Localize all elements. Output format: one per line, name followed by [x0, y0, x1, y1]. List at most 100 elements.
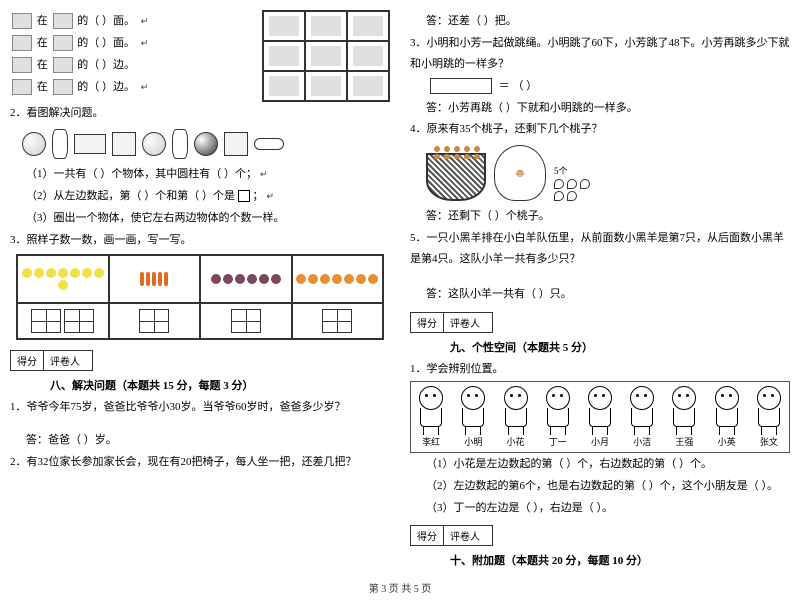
sphere-icon — [22, 132, 46, 156]
left-column: 在 的（ ）面。 ↵ 在 的（ ）面。 ↵ 在 — [10, 10, 390, 572]
equals-sign: ＝ — [499, 80, 510, 92]
monkey-icon: 🐵 — [494, 145, 546, 201]
grid-animal-icon — [269, 46, 299, 66]
kid-item: 小明 — [461, 386, 485, 448]
kid-item: 小月 — [588, 386, 612, 448]
text-face: ）面。 — [102, 37, 135, 49]
page-footer: 第 3 页 共 5 页 — [10, 580, 790, 595]
cylinder-icon — [52, 129, 68, 159]
position-block: 在 的（ ）面。 ↵ 在 的（ ）面。 ↵ 在 — [10, 10, 390, 102]
pos-row-3: 在 的（ ）边。 — [10, 55, 254, 76]
animal-grid — [262, 10, 390, 102]
kid-item: 丁一 — [546, 386, 570, 448]
radish-cell — [200, 255, 292, 303]
section-8-title: 八、解决问题（本题共 15 分，每题 3 分） — [10, 377, 390, 393]
animal-icon — [12, 57, 32, 73]
marker-label: 评卷人 — [444, 313, 492, 332]
q5-stem: 5．一只小黑羊排在小白羊队伍里，从前面数小黑羊是第7只，从后面数小黑羊是第4只。… — [410, 228, 790, 270]
cube-small-icon — [238, 190, 250, 202]
pos-row-4: 在 的（ ）边。 ↵ — [10, 77, 254, 98]
blank-input[interactable] — [430, 78, 492, 94]
text-side: ）边。 — [102, 59, 135, 71]
tally-blank-icon — [139, 309, 169, 333]
text-de: 的（ — [77, 15, 99, 27]
soccer-icon — [194, 132, 218, 156]
cylinder-icon — [172, 129, 188, 159]
kid-name: 李红 — [422, 435, 440, 448]
kid-name: 小英 — [718, 435, 736, 448]
kids-lineup: 李红 小明 小花 丁一 小月 小洁 王强 小英 张文 — [410, 381, 790, 453]
grid-animal-icon — [269, 76, 299, 96]
pos-row-1: 在 的（ ）面。 ↵ — [10, 11, 254, 32]
cuboid-icon — [74, 134, 106, 154]
q3-stem: 3．小明和小芳一起做跳绳。小明跳了60下，小芳跳了48下。小芳再跳多少下就和小明… — [410, 33, 790, 75]
cube-icon — [112, 132, 136, 156]
peach-count-label: 5个 — [554, 164, 590, 177]
animal-icon — [53, 13, 73, 29]
q8-2: 2．有32位家长参加家长会，现在有20把椅子，每人坐一把，还差几把？ — [10, 452, 390, 473]
grid-animal-icon — [311, 46, 341, 66]
tally-cell — [292, 303, 384, 339]
animal-icon — [12, 13, 32, 29]
q3-answer: 答：小芳再跳（ ）下就和小明跳的一样多。 — [410, 98, 790, 119]
kid-item: 张文 — [757, 386, 781, 448]
grid-animal-icon — [269, 16, 299, 36]
score-box: 得分 评卷人 — [410, 312, 493, 333]
q9-1-3: （3）丁一的左边是（ ），右边是（ ）。 — [410, 498, 790, 519]
text-face: ）面。 — [102, 15, 135, 27]
marker-label: 评卷人 — [444, 526, 492, 545]
score-box: 得分 评卷人 — [10, 350, 93, 371]
tally-cell — [109, 303, 201, 339]
grid-animal-icon — [353, 46, 383, 66]
q9-1-stem: 1．学会辨别位置。 — [410, 359, 790, 380]
kid-name: 张文 — [760, 435, 778, 448]
tally-blank-icon — [322, 309, 352, 333]
basket-icon — [426, 153, 486, 201]
q4-stem: 4．原来有35个桃子，还剩下几个桃子？ — [410, 119, 790, 140]
kid-item: 王强 — [672, 386, 696, 448]
q5-answer: 答：这队小羊一共有（ ）只。 — [410, 284, 790, 305]
grid-animal-icon — [353, 16, 383, 36]
q8-1-answer: 答：爸爸（ ）岁。 — [10, 430, 390, 451]
tally-icon — [31, 309, 61, 333]
pos-row-2: 在 的（ ）面。 ↵ — [10, 33, 254, 54]
text-de: 的（ — [77, 59, 99, 71]
q2-2: （2）从左边数起，第（ ）个和第（ ）个是 ；↵ — [10, 186, 390, 207]
grid-animal-icon — [311, 76, 341, 96]
equation-row: ＝ （ ） — [410, 76, 790, 97]
grid-animal-icon — [353, 76, 383, 96]
peach-group: 5个 — [554, 164, 590, 201]
tally-cell — [17, 303, 109, 339]
text-de: 的（ — [77, 81, 99, 93]
text-de: 的（ — [77, 37, 99, 49]
kid-name: 小明 — [464, 435, 482, 448]
tally-icon — [64, 309, 94, 333]
count-table — [16, 254, 384, 340]
section-10-title: 十、附加题（本题共 20 分，每题 10 分） — [410, 552, 790, 568]
text-in: 在 — [37, 81, 48, 93]
kid-name: 小月 — [591, 435, 609, 448]
q8-1: 1．爷爷今年75岁，爸爸比爷爷小30岁。当爷爷60岁时，爸爸多少岁？ — [10, 397, 390, 418]
tally-blank-icon — [231, 309, 261, 333]
q2-1: （1）一共有（ ）个物体，其中圆柱有（ ）个；↵ — [10, 164, 390, 185]
score-label: 得分 — [411, 313, 444, 332]
cube-icon — [224, 132, 248, 156]
orange-cell — [292, 255, 384, 303]
peach-illustration: 🐵 5个 — [410, 141, 790, 205]
q4-answer: 答：还剩下（ ）个桃子。 — [410, 206, 790, 227]
kid-item: 小洁 — [630, 386, 654, 448]
text-in: 在 — [37, 59, 48, 71]
kid-name: 王强 — [675, 435, 693, 448]
animal-icon — [53, 57, 73, 73]
kid-name: 小洁 — [633, 435, 651, 448]
kid-name: 小花 — [507, 435, 525, 448]
q3-stem: 3．照样子数一数，画一画，写一写。 — [10, 230, 390, 251]
animal-icon — [12, 79, 32, 95]
answer-diff: 答：还差（ ）把。 — [410, 11, 790, 32]
carrot-cell — [109, 255, 201, 303]
animal-icon — [12, 35, 32, 51]
tally-cell — [200, 303, 292, 339]
q2-stem: 2．看图解决问题。 — [10, 103, 390, 124]
kid-name: 丁一 — [549, 435, 567, 448]
kid-item: 李红 — [419, 386, 443, 448]
